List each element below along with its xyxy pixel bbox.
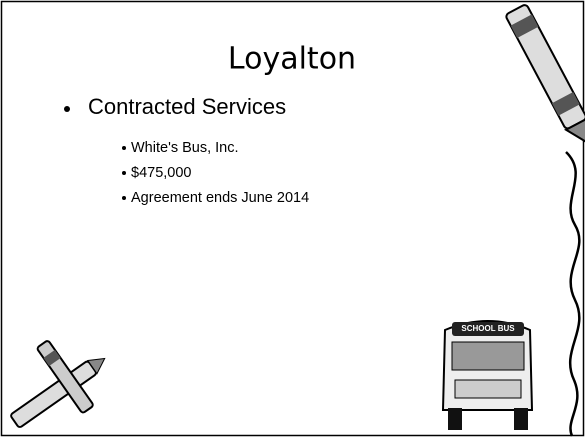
sub-bullet-marker <box>122 146 126 150</box>
sub-bullet-text: White's Bus, Inc. <box>131 140 239 156</box>
slide-title: Loyalton <box>228 42 356 77</box>
bus-sign: SCHOOL BUS <box>461 324 515 333</box>
sub-bullet-text: $475,000 <box>131 165 191 181</box>
sub-bullet-marker <box>122 171 126 175</box>
sub-bullet-text: Agreement ends June 2014 <box>131 190 309 206</box>
bullet-text: Contracted Services <box>88 94 286 119</box>
sub-bullet-marker <box>122 196 126 200</box>
slide: Loyalton Contracted Services White's Bus… <box>0 0 585 437</box>
bullet-marker <box>64 106 70 112</box>
